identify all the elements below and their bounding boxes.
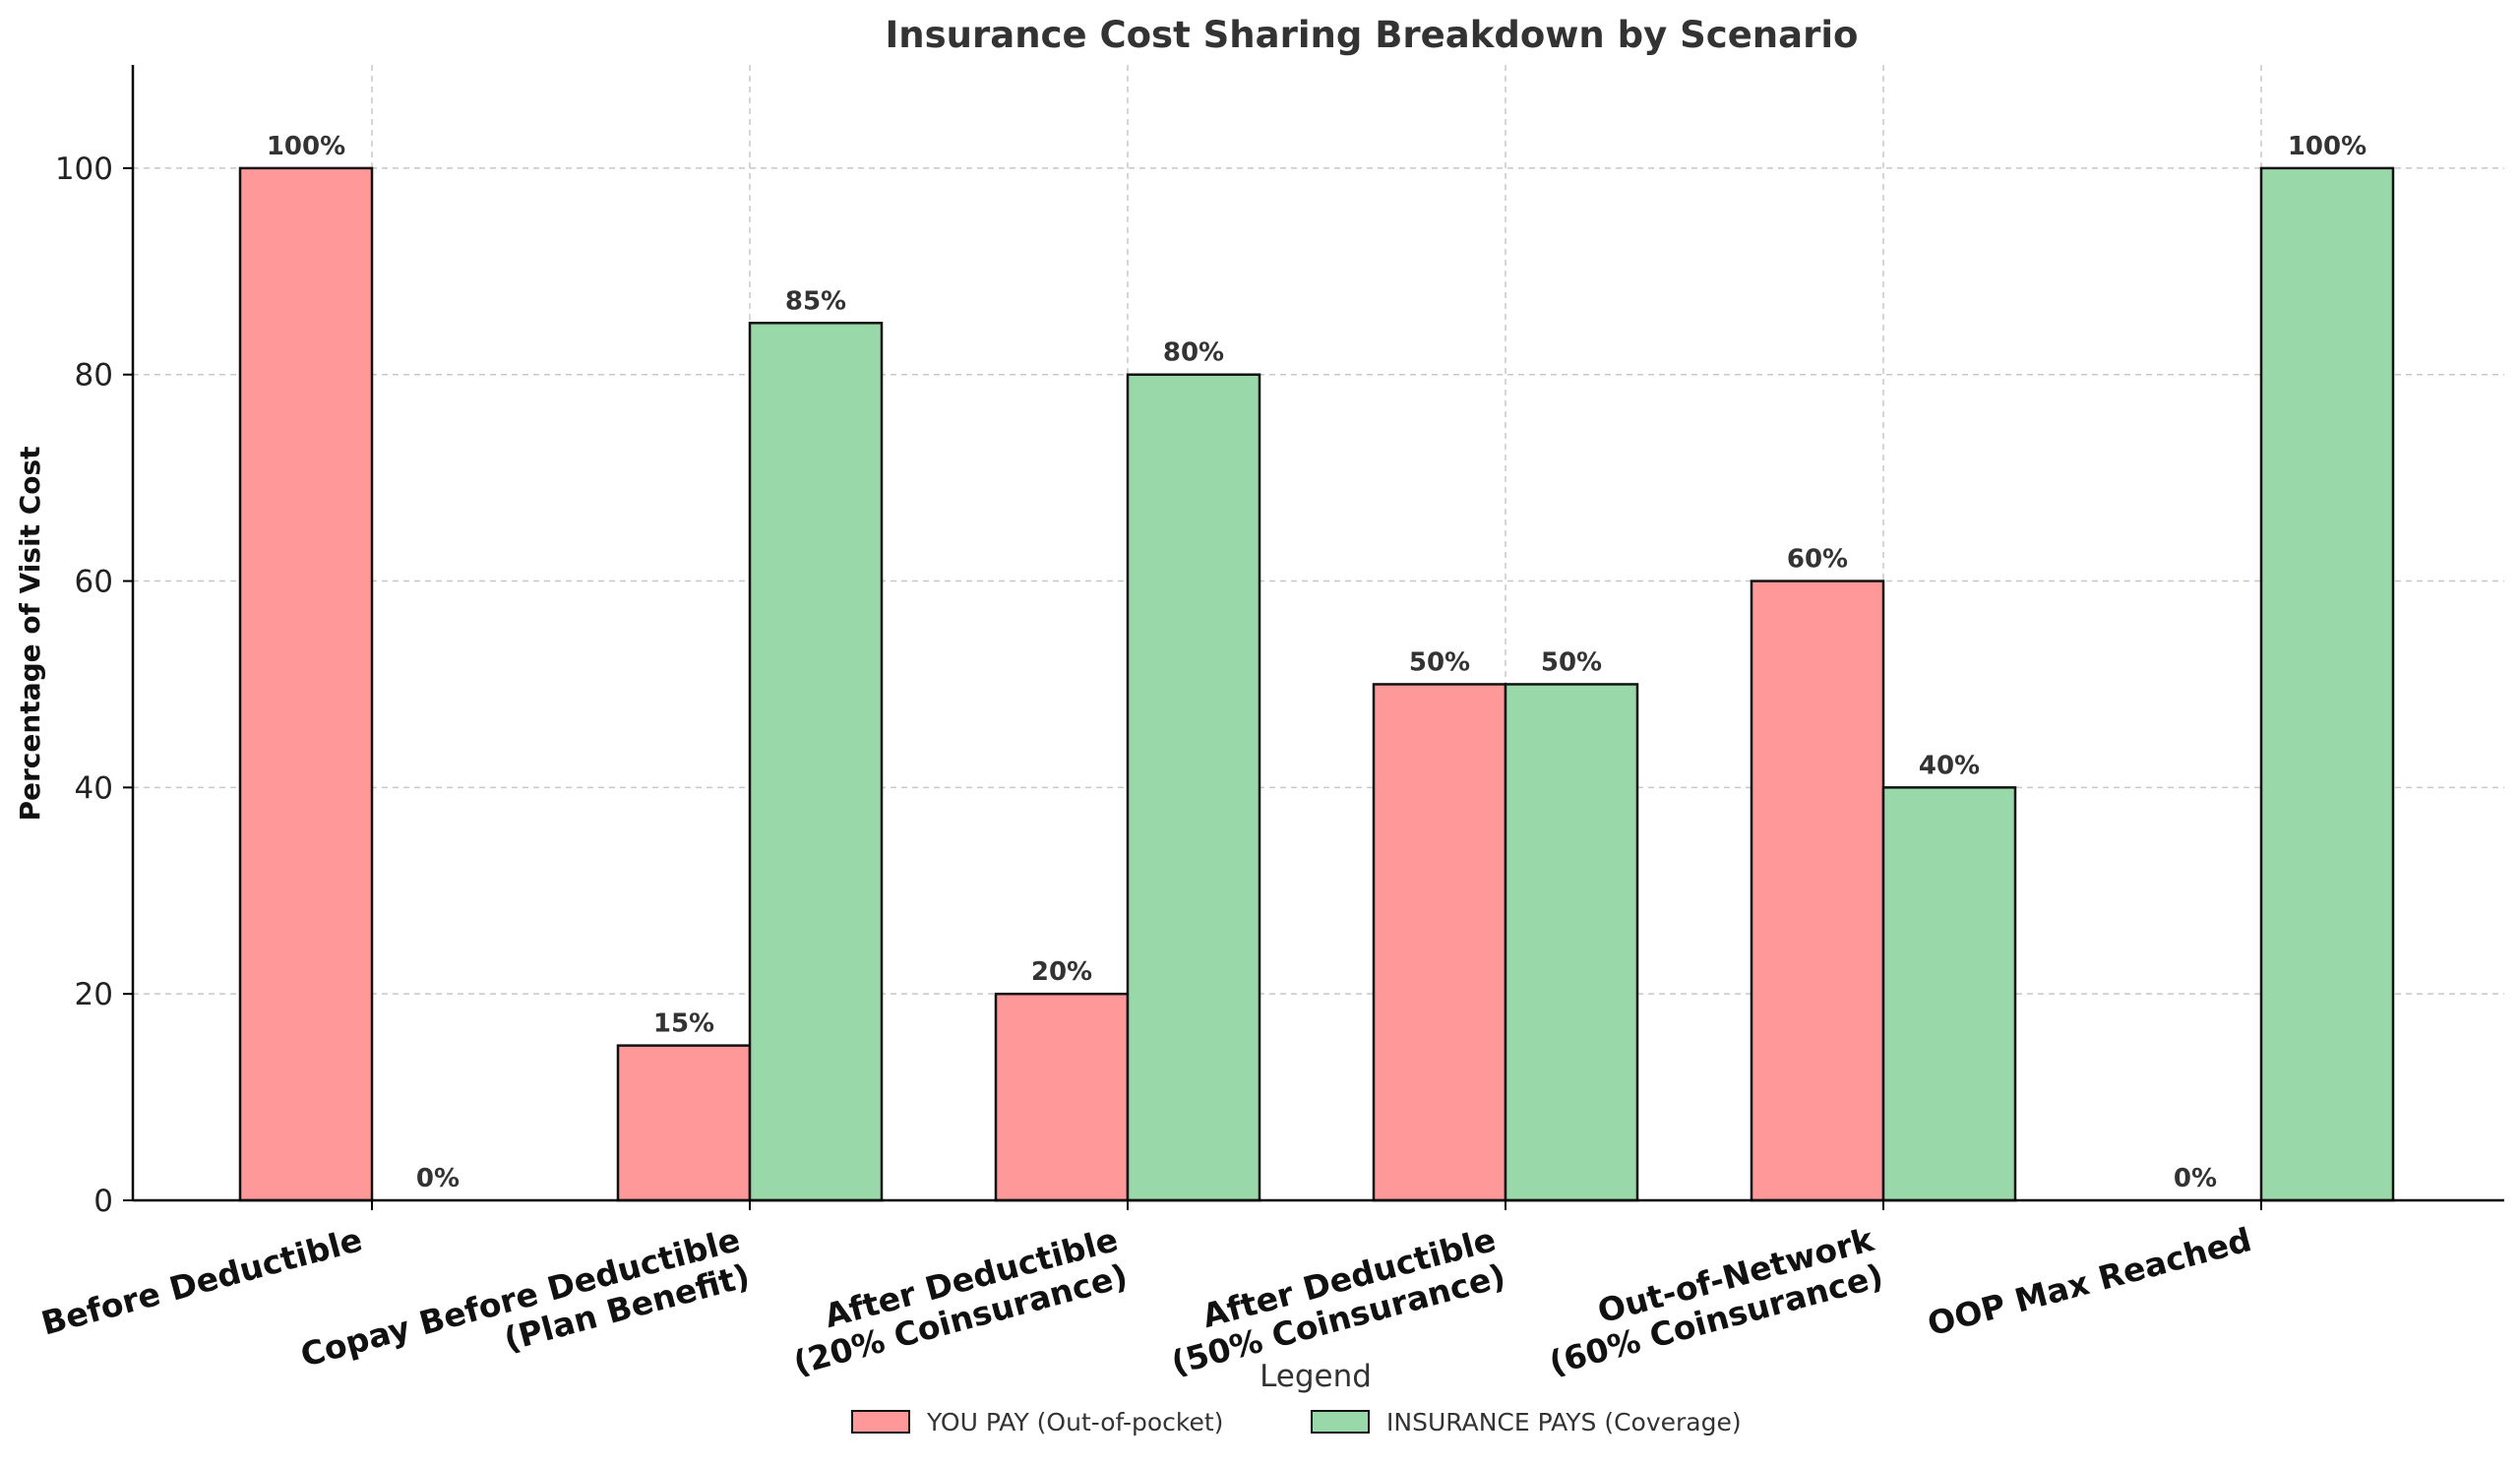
legend-label: YOU PAY (Out-of-pocket): [926, 1408, 1223, 1436]
bar-value-label: 0%: [416, 1164, 460, 1193]
you-pay-bar: [1372, 683, 1507, 1202]
bar-value-label: 50%: [1541, 647, 1602, 677]
bars: [238, 166, 2395, 1202]
legend-swatch: [851, 1410, 910, 1434]
chart-title: Insurance Cost Sharing Breakdown by Scen…: [886, 14, 1859, 56]
axes: [123, 65, 2504, 1210]
data-labels: 100% 15% 20% 50% 60% 0% 0% 85% 80% 50% 40% 100%: [267, 132, 2366, 1193]
you-pay-bar: [616, 1044, 752, 1202]
bar-value-label: 20%: [1031, 957, 1092, 987]
you-pay-bar: [1750, 580, 1885, 1202]
legend-label: INSURANCE PAYS (Coverage): [1386, 1408, 1742, 1436]
y-tick-label: 80: [75, 358, 113, 394]
bar-value-label: 100%: [2288, 132, 2366, 161]
bar-value-label: 100%: [267, 132, 345, 161]
bar-value-label: 50%: [1409, 647, 1470, 677]
y-tick-label: 0: [93, 1184, 113, 1219]
bar-value-label: 15%: [653, 1009, 714, 1039]
you-pay-bar: [238, 166, 374, 1202]
insurance-pays-bar: [748, 322, 884, 1202]
insurance-pays-bar: [1881, 786, 2017, 1202]
y-axis-label: Percentage of Visit Cost: [14, 446, 46, 821]
bar-value-label: 60%: [1787, 545, 1848, 575]
insurance-pays-bar: [1126, 373, 1261, 1202]
bar-value-label: 0%: [2174, 1164, 2217, 1193]
legend-title: Legend: [1260, 1359, 1372, 1394]
y-tick-label: 20: [75, 977, 113, 1012]
legend: Legend YOU PAY (Out-of-pocket) INSURANCE …: [851, 1359, 1742, 1436]
bar-value-label: 40%: [1919, 751, 1980, 780]
insurance-pays-bar: [2259, 166, 2395, 1202]
y-tick-label: 100: [55, 152, 113, 187]
y-tick-labels: 0 20 40 60 80 100: [55, 152, 113, 1219]
y-tick-label: 40: [75, 770, 113, 806]
you-pay-bar: [994, 992, 1130, 1202]
y-tick-label: 60: [75, 565, 113, 600]
bar-value-label: 80%: [1163, 338, 1224, 368]
legend-swatch: [1311, 1410, 1370, 1434]
bar-value-label: 85%: [785, 286, 846, 316]
insurance-pays-bar: [1504, 683, 1639, 1202]
